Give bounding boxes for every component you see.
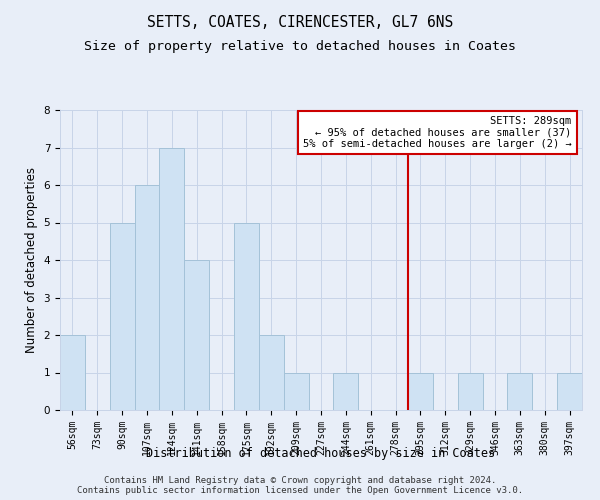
Bar: [408, 372, 433, 410]
Text: SETTS: 289sqm
← 95% of detached houses are smaller (37)
5% of semi-detached hous: SETTS: 289sqm ← 95% of detached houses a…: [303, 116, 572, 149]
Bar: [259, 335, 284, 410]
Bar: [110, 222, 134, 410]
Text: Size of property relative to detached houses in Coates: Size of property relative to detached ho…: [84, 40, 516, 53]
Bar: [284, 372, 308, 410]
Bar: [160, 148, 184, 410]
Bar: [334, 372, 358, 410]
Bar: [458, 372, 482, 410]
Bar: [60, 335, 85, 410]
Y-axis label: Number of detached properties: Number of detached properties: [25, 167, 38, 353]
Bar: [184, 260, 209, 410]
Bar: [234, 222, 259, 410]
Text: Contains HM Land Registry data © Crown copyright and database right 2024.
Contai: Contains HM Land Registry data © Crown c…: [77, 476, 523, 495]
Bar: [508, 372, 532, 410]
Bar: [134, 185, 160, 410]
Bar: [557, 372, 582, 410]
Text: Distribution of detached houses by size in Coates: Distribution of detached houses by size …: [146, 448, 496, 460]
Text: SETTS, COATES, CIRENCESTER, GL7 6NS: SETTS, COATES, CIRENCESTER, GL7 6NS: [147, 15, 453, 30]
